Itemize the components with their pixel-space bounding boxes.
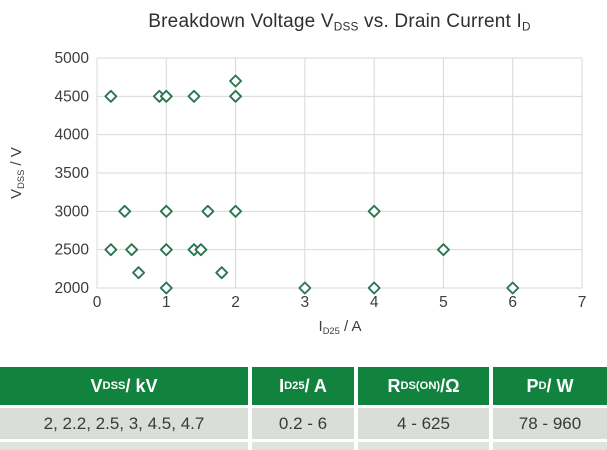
data-point-marker [104, 243, 118, 257]
data-point-marker [506, 281, 520, 295]
subscript-text: D [522, 20, 531, 34]
subscript-text: DSS [15, 169, 26, 189]
label-text: Breakdown Voltage V [148, 11, 334, 32]
data-point-marker [159, 281, 173, 295]
x-tick-label: 5 [439, 294, 448, 311]
table-value-vdss: 2, 2.2, 2.5, 3, 4.5, 4.7 [0, 408, 248, 439]
table-value-pd: 78 - 960 [493, 408, 607, 439]
label-text: V [90, 375, 103, 396]
subscript-text: DSS [333, 20, 359, 34]
table-value-rdson: 4 - 625 [358, 408, 489, 439]
x-tick-label: 3 [301, 294, 310, 311]
label-text: I [279, 375, 285, 396]
x-tick-label: 2 [231, 294, 240, 311]
subscript-text: D [538, 380, 547, 392]
label-text: / W [546, 375, 574, 396]
data-point-marker [367, 204, 381, 218]
data-point-marker [229, 74, 243, 88]
table-header-rdson: R DS(ON) /Ω [358, 367, 489, 405]
subscript-text: DSS [102, 380, 126, 392]
label-text: / V [8, 147, 26, 170]
data-point-marker [132, 266, 146, 280]
x-tick-label: 0 [93, 294, 102, 311]
data-point-marker [118, 204, 132, 218]
subscript-text: DS(ON) [400, 380, 441, 392]
chart-title: Breakdown Voltage VDSS vs. Drain Current… [72, 11, 607, 33]
label-text: / A [339, 318, 362, 336]
label-text: P [526, 375, 539, 396]
y-tick-label: 2500 [55, 242, 90, 259]
label-text: /Ω [440, 375, 460, 396]
x-tick-label: 6 [508, 294, 517, 311]
scatter-chart: 2000 2500 3000 3500 4000 4500 5000 0 1 2 3 4 5 6 7 [55, 50, 587, 311]
data-point-marker [159, 243, 173, 257]
data-point-marker [298, 281, 312, 295]
data-point-marker [125, 243, 139, 257]
data-point-marker [367, 281, 381, 295]
subscript-text: D25 [284, 380, 305, 392]
label-text: vs. Drain Current I [358, 11, 522, 32]
x-tick-label: 1 [162, 294, 171, 311]
data-point-marker [159, 89, 173, 103]
y-tick-label: 3000 [55, 203, 90, 220]
y-tick-label: 3500 [55, 165, 90, 182]
data-point-marker [159, 204, 173, 218]
label-text: / A [304, 375, 327, 396]
data-point-marker [436, 243, 450, 257]
label-text: / kV [125, 375, 158, 396]
y-tick-label: 2000 [55, 280, 90, 297]
subscript-text: D25 [322, 325, 340, 336]
x-tick-label: 4 [370, 294, 379, 311]
data-point-marker [229, 89, 243, 103]
data-point-marker [187, 89, 201, 103]
data-point-marker [215, 266, 229, 280]
table-header-vdss: V DSS / kV [0, 367, 248, 405]
table-cropped-row-cell [493, 442, 607, 450]
x-axis-label: ID25 / A [319, 318, 362, 336]
table-cropped-row-cell [252, 442, 354, 450]
data-point-marker [194, 243, 208, 257]
y-tick-label: 5000 [55, 50, 90, 67]
y-axis-label: VDSS / V [8, 147, 26, 199]
data-point-marker [201, 204, 215, 218]
x-tick-label: 7 [578, 294, 587, 311]
label-text: I [318, 318, 323, 336]
label-text: V [8, 188, 26, 199]
table-cropped-row-cell [358, 442, 489, 450]
data-point-marker [229, 204, 243, 218]
y-tick-label: 4000 [55, 127, 90, 144]
y-tick-label: 4500 [55, 88, 90, 105]
data-point-marker [104, 89, 118, 103]
table-value-id25: 0.2 - 6 [252, 408, 354, 439]
table-cropped-row-cell [0, 442, 248, 450]
label-text: R [387, 375, 401, 396]
table-header-id25: I D25 / A [252, 367, 354, 405]
